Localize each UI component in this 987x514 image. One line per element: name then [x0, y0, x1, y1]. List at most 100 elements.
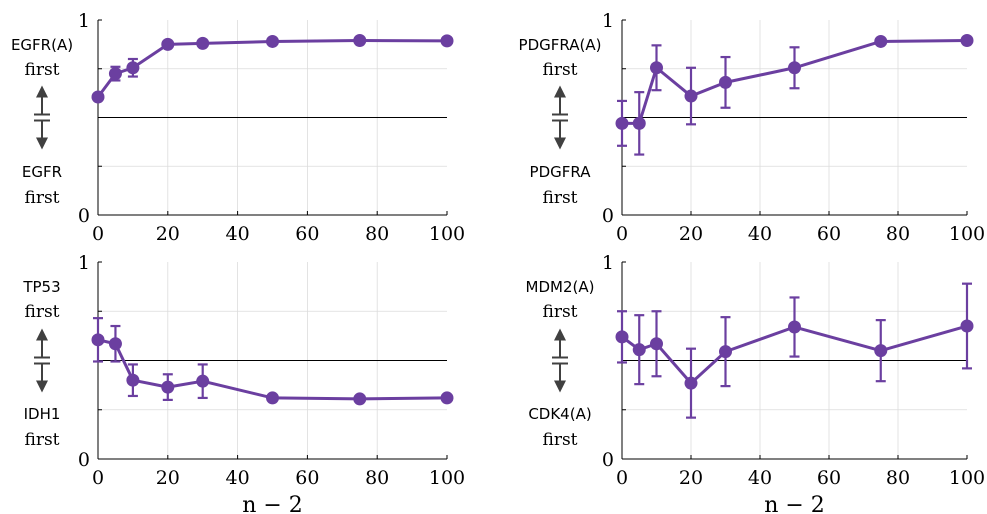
data-point [788, 61, 801, 75]
x-tick-label: 20 [679, 223, 703, 245]
data-point [196, 374, 210, 388]
data-point [874, 34, 888, 48]
data-point [196, 36, 210, 50]
top-category-sublabel: first [542, 60, 577, 80]
x-tick-label: 60 [817, 467, 841, 489]
x-tick-label: 60 [295, 467, 319, 489]
y-tick-label: 1 [78, 10, 90, 32]
x-tick-label: 40 [748, 467, 772, 489]
x-tick-label: 0 [92, 223, 104, 245]
bottom-category-label: EGFR [22, 163, 62, 181]
data-point [684, 376, 698, 390]
arrow-up-head [554, 328, 566, 341]
data-point [719, 345, 732, 359]
x-tick-label: 40 [748, 223, 772, 245]
data-point [615, 330, 629, 344]
top-category-sublabel: first [24, 60, 59, 80]
x-tick-label: 0 [92, 467, 104, 489]
y-tick-label: 0 [602, 205, 614, 227]
data-point [161, 37, 175, 51]
series-line [97, 338, 448, 401]
data-point [788, 320, 801, 334]
direction-arrow-icon [34, 328, 50, 393]
x-tick-label: 20 [679, 467, 703, 489]
y-tick-label: 1 [78, 252, 90, 274]
data-point [719, 75, 732, 89]
x-axis-title: n − 2 [764, 493, 825, 514]
x-tick-label: 60 [817, 223, 841, 245]
data-point [91, 90, 105, 104]
chart-panel-3: 0 20 40 60 80 100 0 1 TP53 first IDH1 first n − 2 [22, 252, 465, 514]
chart-panel-4: 0 20 40 60 80 100 0 1 MDM2(A) first CDK4(A) first n … [526, 252, 986, 514]
x-tick-label: 60 [295, 223, 319, 245]
bottom-category-label: CDK4(A) [528, 405, 591, 423]
data-point [266, 391, 279, 405]
x-tick-label: 80 [886, 467, 910, 489]
chart-panel-1: 0 20 40 60 80 100 0 1 EGFR(A) first EGFR first [11, 10, 465, 245]
y-tick-label: 1 [602, 10, 614, 32]
top-category-sublabel: first [542, 302, 577, 322]
bottom-category-sublabel: first [542, 188, 577, 208]
top-category-label: EGFR(A) [11, 36, 73, 54]
data-point [440, 391, 454, 405]
x-tick-label: 100 [949, 223, 985, 245]
arrow-down-head [36, 380, 48, 393]
arrow-up-head [36, 328, 48, 341]
x-tick-label: 100 [429, 467, 465, 489]
series-line [622, 38, 968, 125]
data-point [266, 34, 279, 48]
x-tick-label: 0 [616, 467, 628, 489]
bottom-category-label: PDGFRA [530, 163, 592, 181]
direction-arrow-icon [552, 328, 568, 393]
x-tick-label: 40 [226, 467, 250, 489]
direction-arrow-icon [552, 85, 568, 150]
data-point [632, 343, 646, 357]
arrow-up-head [36, 85, 48, 98]
data-point [108, 67, 122, 81]
x-tick-label: 0 [616, 223, 628, 245]
x-tick-label: 100 [949, 467, 985, 489]
top-category-label: TP53 [22, 278, 60, 296]
arrow-down-head [36, 137, 48, 150]
data-point [91, 333, 105, 347]
bottom-category-sublabel: first [542, 430, 577, 450]
data-point [161, 380, 175, 394]
data-point [960, 319, 974, 333]
y-tick-label: 0 [602, 449, 614, 471]
bottom-category-sublabel: first [24, 188, 59, 208]
data-point [874, 344, 888, 358]
top-category-label: PDGFRA(A) [519, 36, 602, 54]
y-tick-label: 0 [78, 449, 90, 471]
data-point [353, 33, 367, 47]
x-tick-label: 100 [429, 223, 465, 245]
data-point [126, 373, 140, 387]
arrow-down-head [554, 380, 566, 393]
bottom-category-label: IDH1 [24, 405, 61, 423]
bottom-category-sublabel: first [24, 430, 59, 450]
top-category-sublabel: first [24, 302, 59, 322]
x-tick-label: 20 [156, 467, 180, 489]
top-category-label: MDM2(A) [526, 278, 595, 296]
data-point [684, 89, 698, 103]
data-point [650, 337, 663, 351]
data-point [126, 61, 140, 75]
x-tick-label: 40 [226, 223, 250, 245]
y-tick-label: 0 [78, 205, 90, 227]
data-point [353, 392, 367, 406]
direction-arrow-icon [34, 85, 50, 150]
arrow-down-head [554, 137, 566, 150]
data-point [440, 34, 454, 48]
x-tick-label: 80 [365, 467, 389, 489]
data-point [632, 116, 646, 130]
x-tick-label: 80 [886, 223, 910, 245]
x-tick-label: 20 [156, 223, 180, 245]
data-point [960, 33, 974, 47]
x-tick-label: 80 [365, 223, 389, 245]
data-point [650, 61, 663, 75]
data-point [615, 116, 629, 130]
y-tick-label: 1 [602, 252, 614, 274]
x-axis-title: n − 2 [242, 493, 303, 514]
data-point [108, 337, 122, 351]
